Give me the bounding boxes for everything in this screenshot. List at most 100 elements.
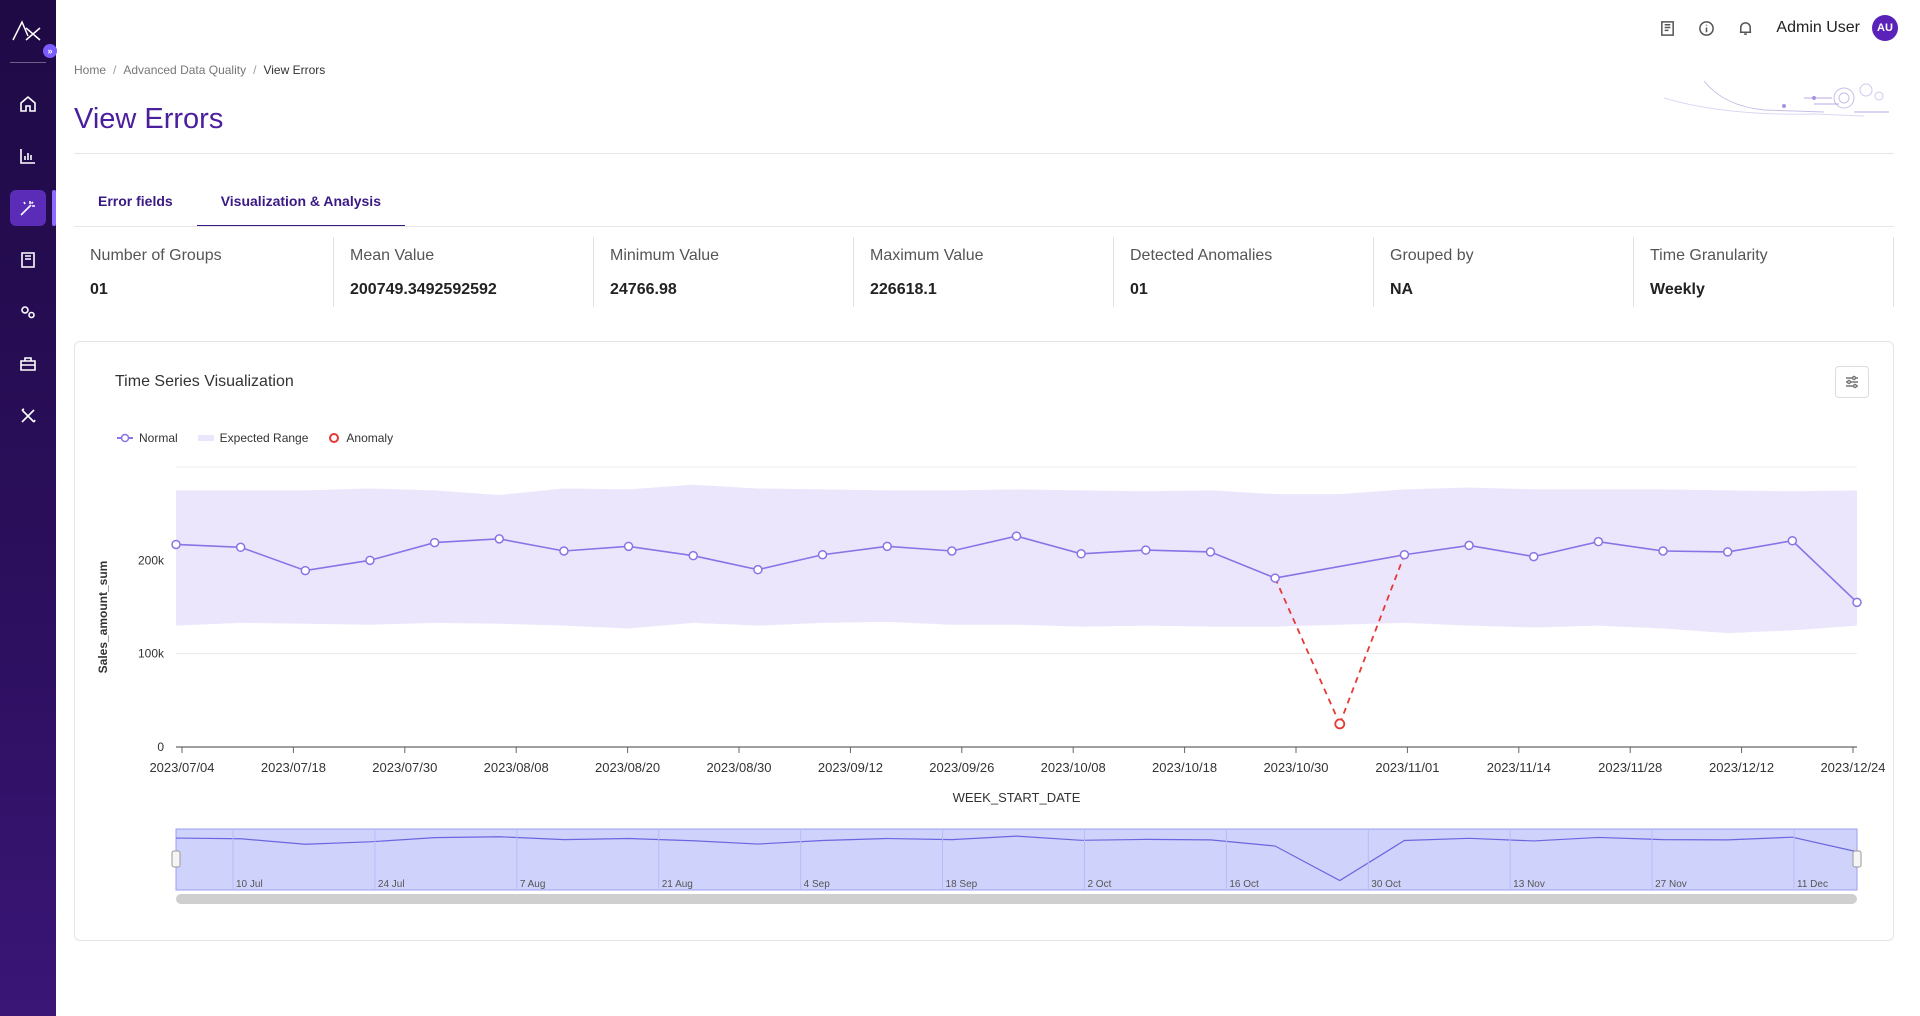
x-tick-label: 2023/12/12 (1709, 760, 1774, 775)
navigator-tick-label: 16 Oct (1229, 879, 1259, 890)
stats-row: Number of Groups 01 Mean Value 200749.34… (74, 237, 1894, 307)
data-point (1270, 573, 1280, 583)
sidebar-item-catalog[interactable] (10, 242, 46, 278)
stat-value: Weekly (1650, 281, 1705, 298)
stat-detected-anomalies: Detected Anomalies 01 (1114, 237, 1374, 307)
tab-visualization-analysis[interactable]: Visualization & Analysis (196, 184, 405, 227)
header-decoration-graphic (1664, 80, 1889, 117)
anomaly-point (1334, 718, 1346, 730)
navigator-handle-left (171, 850, 181, 868)
normal-series-line (1404, 539, 1858, 603)
legend-anomaly-marker-icon (329, 433, 340, 443)
stat-value: 01 (1130, 281, 1148, 298)
data-point (688, 550, 698, 561)
magic-wand-icon (20, 201, 35, 216)
stat-time-granularity: Time Granularity Weekly (1634, 237, 1894, 307)
stat-label: Minimum Value (610, 247, 720, 264)
gears-icon (21, 306, 35, 319)
y-tick-label: 0 (157, 740, 164, 754)
chart-settings-button[interactable] (1835, 366, 1869, 398)
navigator-tick-label: 21 Aug (662, 879, 693, 890)
data-point (1787, 535, 1798, 546)
data-point (171, 539, 181, 550)
stat-value: 01 (90, 281, 108, 298)
x-tick-label: 2023/10/08 (1041, 760, 1106, 775)
briefcase-icon (20, 357, 36, 371)
navigator-tick-label: 11 Dec (1797, 879, 1828, 890)
navigator-tick-label: 18 Sep (946, 879, 978, 890)
data-point (1205, 547, 1216, 557)
time-series-chart[interactable]: 0 100k 200k Sales_amount_sum 2023/07/04 2023/… (75, 342, 1895, 942)
sidebar-item-tools[interactable] (10, 398, 46, 434)
sidebar-item-portfolio[interactable] (10, 346, 46, 382)
breadcrumb-home[interactable]: Home (74, 63, 107, 77)
data-point (882, 541, 892, 552)
stat-label: Time Granularity (1650, 247, 1768, 264)
navigator-tick-label: 10 Jul (236, 879, 263, 890)
stat-label: Mean Value (350, 247, 435, 264)
anomaly-line (1274, 577, 1341, 725)
sidebar-item-analytics[interactable] (10, 138, 46, 174)
x-tick-label: 2023/10/18 (1152, 760, 1217, 775)
chart-legend: Normal Expected Range Anomaly (117, 431, 393, 445)
navigator-series-line (175, 835, 1858, 882)
info-icon[interactable] (1698, 20, 1715, 37)
navigator-tick-label: 30 Oct (1371, 879, 1401, 890)
tab-error-fields[interactable]: Error fields (98, 193, 173, 209)
data-point (300, 565, 311, 576)
page-title: View Errors (74, 103, 224, 135)
data-point (753, 564, 763, 575)
navigator-scrollbar (176, 894, 1857, 904)
legend-item-expected-range[interactable]: Expected Range (197, 431, 308, 445)
title-divider (74, 153, 1894, 154)
user-name[interactable]: Admin User (1776, 19, 1860, 36)
navigator-tick-label: 2 Oct (1087, 879, 1111, 890)
tabs-divider (74, 226, 1894, 227)
anomaly-line (1338, 554, 1406, 725)
stat-label: Number of Groups (90, 247, 222, 264)
sidebar-item-settings[interactable] (10, 294, 46, 330)
stat-label: Grouped by (1390, 247, 1474, 264)
sidebar-divider (10, 62, 46, 63)
data-point (1076, 549, 1086, 559)
stat-minimum-value: Minimum Value 24766.98 (594, 237, 854, 307)
navigator-handle-right (1852, 850, 1862, 868)
stat-value: 226618.1 (870, 281, 937, 298)
chevron-double-right-icon[interactable]: » (43, 44, 57, 58)
stat-grouped-by: Grouped by NA (1374, 237, 1634, 307)
normal-series-line (1274, 553, 1405, 579)
ax-logo-icon[interactable] (10, 16, 46, 46)
data-point (947, 546, 957, 556)
data-point (1464, 540, 1474, 551)
x-tick-label: 2023/07/30 (372, 760, 437, 775)
sliders-icon (1846, 375, 1858, 389)
avatar[interactable]: AU (1872, 15, 1898, 41)
data-point (1852, 597, 1862, 608)
book-icon (21, 252, 35, 268)
stat-value: 200749.3492592592 (350, 281, 497, 298)
x-tick-label: 2023/07/18 (261, 760, 326, 775)
sidebar-item-home[interactable] (10, 86, 46, 122)
legend-item-anomaly[interactable]: Anomaly (328, 431, 393, 445)
legend-item-normal[interactable]: Normal (117, 431, 178, 445)
bell-icon[interactable] (1737, 20, 1754, 37)
stat-value: NA (1390, 281, 1414, 298)
data-point (1528, 551, 1539, 562)
docs-icon[interactable] (1659, 20, 1676, 37)
x-tick-label: 2023/11/14 (1487, 760, 1551, 775)
breadcrumb-current: View Errors (263, 63, 326, 77)
breadcrumb-section[interactable]: Advanced Data Quality (123, 63, 247, 77)
legend-range-marker-icon (197, 435, 214, 441)
x-tick-label: 2023/09/12 (818, 760, 883, 775)
x-tick-label: 2023/08/20 (595, 760, 660, 775)
stat-mean-value: Mean Value 200749.3492592592 (334, 237, 594, 307)
sidebar-item-data-quality[interactable] (10, 190, 56, 226)
breadcrumb-separator: / (253, 63, 257, 77)
navigator-tick-label: 27 Nov (1655, 879, 1687, 890)
chart-card: 0 100k 200k Sales_amount_sum 2023/07/04 2023/… (74, 341, 1894, 941)
data-point (1658, 546, 1668, 556)
tools-icon (21, 408, 36, 423)
y-tick-label: 100k (138, 647, 165, 661)
x-tick-label: 2023/10/30 (1263, 760, 1328, 775)
x-tick-label: 2023/11/01 (1375, 760, 1439, 775)
